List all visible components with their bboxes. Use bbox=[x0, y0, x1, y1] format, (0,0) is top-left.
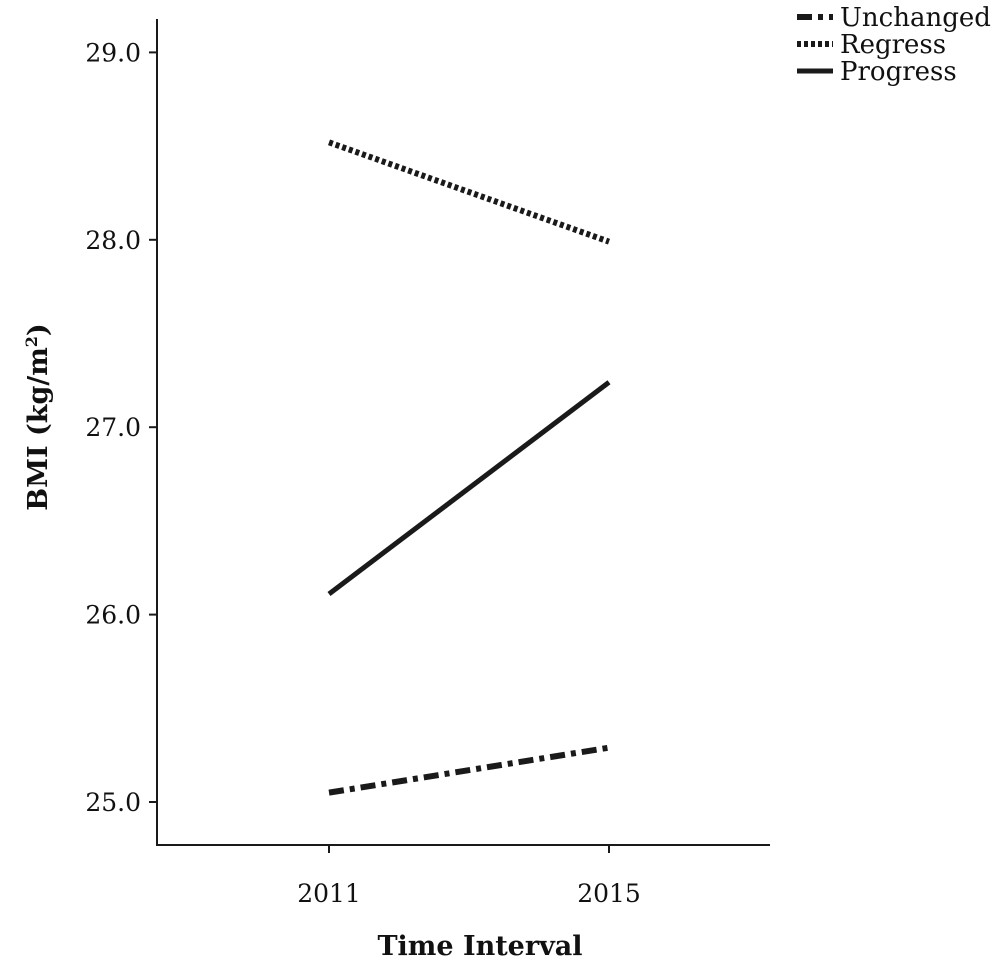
y-ticks: 25.0 26.0 27.0 28.0 29.0 bbox=[85, 38, 157, 817]
x-ticks: 2011 2015 bbox=[297, 845, 641, 908]
x-tick-label: 2015 bbox=[577, 879, 641, 908]
y-tick-label: 29.0 bbox=[85, 38, 141, 67]
legend-label-unchanged: Unchanged bbox=[840, 3, 991, 33]
axes bbox=[156, 19, 770, 846]
y-tick-label: 27.0 bbox=[85, 413, 141, 442]
series-line-unchanged bbox=[328, 744, 610, 796]
series-line-progress bbox=[327, 380, 611, 596]
x-tick-label: 2011 bbox=[297, 879, 361, 908]
y-tick-label: 28.0 bbox=[85, 226, 141, 255]
series-lines bbox=[327, 139, 611, 796]
legend-label-regress: Regress bbox=[840, 30, 946, 60]
y-axis-title: BMI (kg/m2) bbox=[22, 323, 54, 510]
series-line-regress bbox=[327, 139, 611, 245]
y-axis-title-main: BMI (kg/m bbox=[23, 347, 54, 511]
y-tick-label: 26.0 bbox=[85, 601, 141, 630]
y-tick-label: 25.0 bbox=[85, 788, 141, 817]
x-axis-title: Time Interval bbox=[377, 931, 582, 962]
y-axis-title-end: ) bbox=[23, 323, 54, 336]
legend-label-progress: Progress bbox=[840, 57, 957, 87]
y-axis-title-superscript: 2 bbox=[22, 336, 41, 347]
